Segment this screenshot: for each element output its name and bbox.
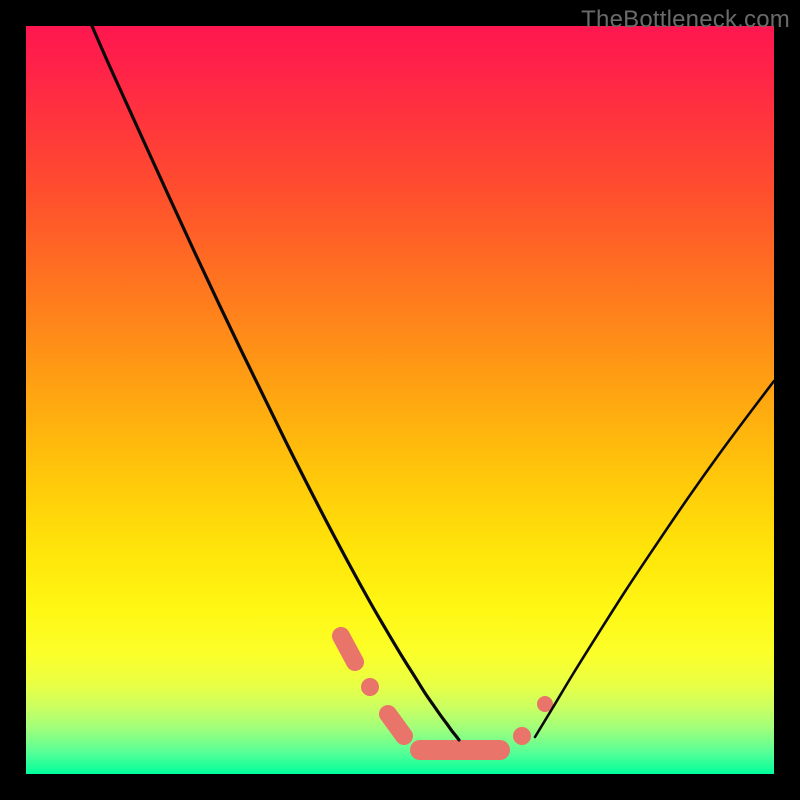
plot-background-gradient	[26, 26, 774, 774]
chart-svg	[0, 0, 800, 800]
chart-container: TheBottleneck.com	[0, 0, 800, 800]
bottom-mark	[513, 727, 531, 745]
bottom-mark	[341, 636, 355, 662]
bottom-mark	[361, 678, 379, 696]
watermark-text: TheBottleneck.com	[581, 6, 790, 34]
